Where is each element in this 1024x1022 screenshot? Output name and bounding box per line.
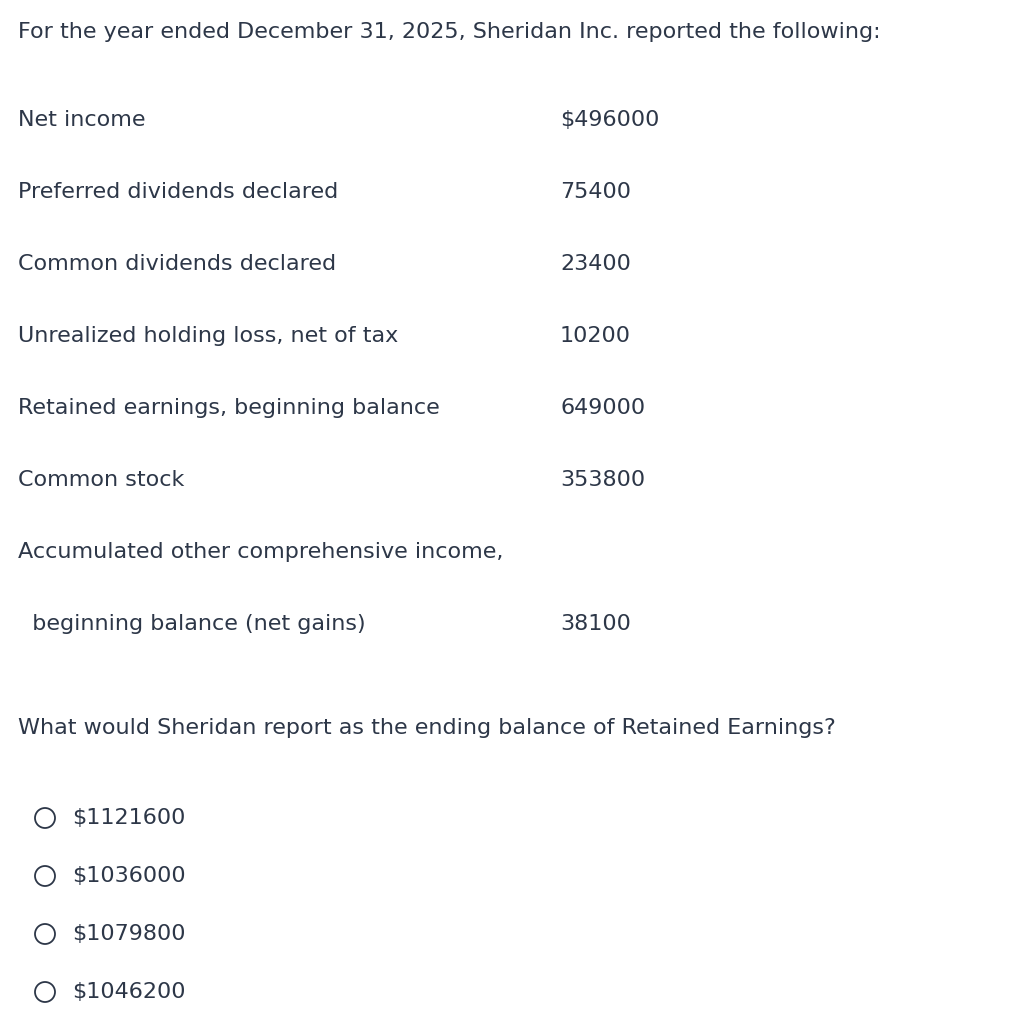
- Text: Net income: Net income: [18, 110, 145, 130]
- Text: $1046200: $1046200: [72, 982, 185, 1002]
- Text: Preferred dividends declared: Preferred dividends declared: [18, 182, 338, 202]
- Text: $1036000: $1036000: [72, 866, 185, 886]
- Text: $1121600: $1121600: [72, 808, 185, 828]
- Text: What would Sheridan report as the ending balance of Retained Earnings?: What would Sheridan report as the ending…: [18, 718, 836, 738]
- Text: 353800: 353800: [560, 470, 645, 490]
- Text: Common dividends declared: Common dividends declared: [18, 254, 336, 274]
- Text: Common stock: Common stock: [18, 470, 184, 490]
- Text: beginning balance (net gains): beginning balance (net gains): [18, 614, 366, 634]
- Text: Accumulated other comprehensive income,: Accumulated other comprehensive income,: [18, 542, 504, 562]
- Text: $1079800: $1079800: [72, 924, 185, 944]
- Text: 38100: 38100: [560, 614, 631, 634]
- Text: 75400: 75400: [560, 182, 631, 202]
- Text: Unrealized holding loss, net of tax: Unrealized holding loss, net of tax: [18, 326, 398, 346]
- Text: Retained earnings, beginning balance: Retained earnings, beginning balance: [18, 398, 439, 418]
- Text: 10200: 10200: [560, 326, 631, 346]
- Text: $496000: $496000: [560, 110, 659, 130]
- Text: For the year ended December 31, 2025, Sheridan Inc. reported the following:: For the year ended December 31, 2025, Sh…: [18, 22, 881, 42]
- Text: 649000: 649000: [560, 398, 645, 418]
- Text: 23400: 23400: [560, 254, 631, 274]
